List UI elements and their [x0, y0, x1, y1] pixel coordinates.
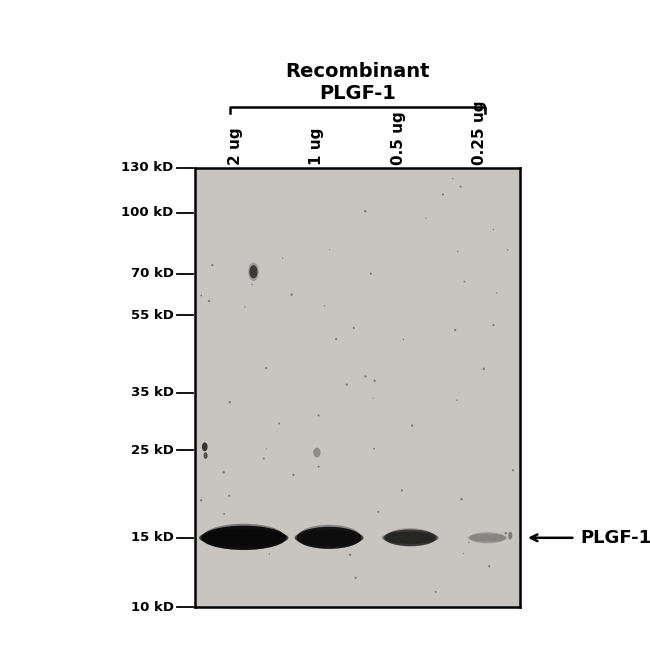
Text: 1 ug: 1 ug	[309, 127, 324, 165]
Point	[450, 325, 460, 335]
Ellipse shape	[201, 526, 287, 550]
Ellipse shape	[250, 266, 257, 278]
Point	[369, 444, 379, 454]
Point	[224, 490, 235, 501]
Point	[196, 495, 206, 505]
Ellipse shape	[386, 528, 435, 547]
Ellipse shape	[294, 530, 363, 546]
Point	[319, 301, 330, 311]
Point	[264, 549, 274, 559]
Point	[224, 397, 235, 408]
Text: 25 kD: 25 kD	[131, 444, 174, 457]
Point	[369, 375, 380, 386]
Point	[196, 290, 207, 300]
Point	[331, 334, 341, 344]
Point	[224, 528, 234, 539]
Point	[247, 279, 257, 289]
Point	[488, 224, 499, 234]
Ellipse shape	[298, 525, 361, 549]
Point	[261, 444, 272, 454]
Text: 70 kD: 70 kD	[131, 267, 174, 280]
Point	[396, 485, 407, 495]
Point	[313, 410, 324, 421]
Text: 0.25 ug: 0.25 ug	[472, 100, 487, 165]
Point	[508, 465, 518, 475]
Point	[463, 537, 474, 547]
Ellipse shape	[508, 532, 512, 539]
Point	[268, 525, 279, 535]
Point	[360, 206, 370, 216]
Point	[452, 395, 462, 406]
Point	[373, 506, 384, 517]
Point	[360, 371, 370, 382]
Point	[398, 335, 409, 345]
Point	[278, 253, 288, 264]
Ellipse shape	[382, 532, 439, 544]
Point	[500, 528, 511, 538]
Point	[239, 302, 250, 312]
Point	[491, 288, 502, 298]
Point	[342, 379, 352, 390]
Text: 2 ug: 2 ug	[228, 127, 243, 165]
Text: 55 kD: 55 kD	[131, 309, 174, 322]
Text: PLGF-1: PLGF-1	[319, 85, 396, 103]
Point	[350, 572, 361, 583]
Text: PLGF-1: PLGF-1	[580, 529, 650, 547]
Point	[345, 550, 356, 560]
Point	[368, 393, 378, 403]
Point	[430, 587, 441, 597]
Point	[366, 269, 376, 279]
Ellipse shape	[203, 452, 207, 459]
Point	[484, 561, 495, 571]
Text: 35 kD: 35 kD	[131, 386, 174, 399]
Ellipse shape	[202, 443, 207, 451]
Point	[448, 174, 458, 184]
Point	[259, 453, 269, 464]
Point	[421, 213, 431, 223]
Ellipse shape	[467, 534, 508, 542]
Point	[209, 526, 219, 536]
Point	[502, 245, 513, 255]
Point	[261, 363, 271, 373]
Text: 10 kD: 10 kD	[131, 601, 174, 614]
Ellipse shape	[199, 529, 289, 547]
Point	[407, 421, 417, 431]
Ellipse shape	[203, 524, 285, 550]
Point	[478, 364, 489, 374]
Point	[274, 419, 284, 429]
Point	[348, 323, 359, 333]
Point	[456, 494, 467, 505]
Ellipse shape	[248, 262, 259, 281]
Point	[204, 296, 214, 306]
Point	[460, 276, 470, 287]
Point	[313, 461, 324, 472]
Text: Recombinant: Recombinant	[285, 62, 430, 81]
Point	[287, 289, 297, 300]
Point	[438, 189, 448, 200]
Ellipse shape	[384, 530, 437, 546]
Point	[324, 245, 335, 255]
Point	[207, 260, 218, 270]
Text: 0.5 ug: 0.5 ug	[391, 111, 406, 165]
Text: 15 kD: 15 kD	[131, 531, 174, 545]
Text: 130 kD: 130 kD	[122, 162, 174, 174]
Point	[452, 246, 463, 256]
Ellipse shape	[313, 448, 320, 457]
Point	[288, 470, 298, 480]
Ellipse shape	[296, 527, 361, 549]
Point	[458, 548, 469, 559]
Ellipse shape	[469, 532, 506, 543]
Point	[218, 467, 229, 477]
Text: 100 kD: 100 kD	[122, 206, 174, 220]
Point	[456, 182, 466, 192]
Point	[488, 320, 499, 330]
Point	[219, 508, 229, 519]
